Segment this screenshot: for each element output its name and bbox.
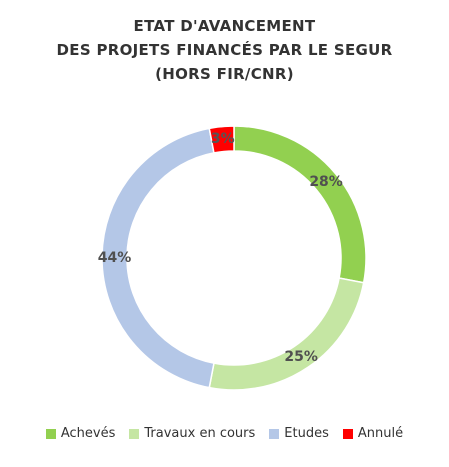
legend-swatch-acheves [45,428,56,439]
donut-slice-acheves [233,125,367,284]
donut-slice-annule [208,125,235,154]
legend-item-travaux-en-cours: Travaux en cours [129,426,255,441]
legend-item-acheves: Achevés [45,426,116,441]
data-label-annule: 3% [211,131,235,147]
data-label-acheves: 28% [309,174,343,190]
legend-swatch-etudes [269,428,280,439]
chart-legend: Achevés Travaux en cours Etudes Annulé [0,426,449,441]
legend-label-travaux-en-cours: Travaux en cours [144,426,256,441]
chart-title-line-2: DES PROJETS FINANCÉS PAR LE SEGUR [56,41,393,59]
legend-item-annule: Annulé [342,426,404,441]
legend-swatch-travaux-en-cours [129,428,140,439]
donut-slices [101,125,367,391]
chart-title: ETAT D'AVANCEMENT DES PROJETS FINANCÉS P… [0,14,449,86]
legend-label-acheves: Achevés [60,426,116,441]
data-label-etudes: 44% [98,250,132,266]
legend-label-annule: Annulé [357,426,404,441]
donut-chart: 28% 25% 44% 3% [98,125,367,391]
legend-swatch-annule [342,428,353,439]
chart-title-line-3: (HORS FIR/CNR) [155,65,294,83]
chart-title-line-1: ETAT D'AVANCEMENT [133,17,316,35]
legend-label-etudes: Etudes [284,426,329,441]
donut-data-labels: 28% 25% 44% 3% [98,131,343,365]
legend-item-etudes: Etudes [269,426,329,441]
donut-slice-travaux-en-cours [208,277,365,391]
data-label-travaux-en-cours: 25% [284,349,318,365]
